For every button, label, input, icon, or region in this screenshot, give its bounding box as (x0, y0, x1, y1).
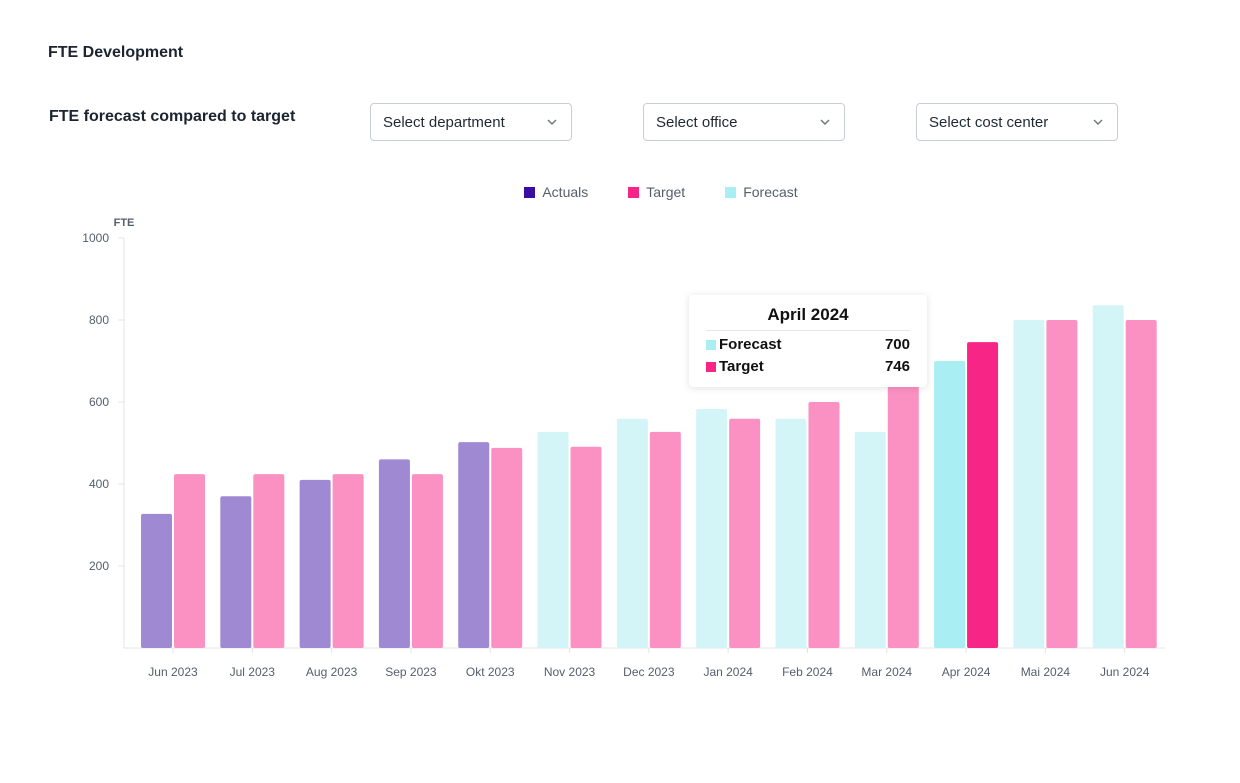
chevron-down-icon (1093, 119, 1103, 125)
legend-swatch-actuals (524, 186, 536, 198)
legend-swatch-target (628, 186, 640, 198)
bar-target (332, 474, 364, 648)
legend-label-target: Target (646, 184, 686, 200)
chart-section-title: FTE forecast compared to target (49, 108, 296, 125)
legend-swatch-forecast (725, 186, 737, 198)
bar-forecast (537, 431, 569, 648)
tooltip-row-target: Target 746 (706, 358, 910, 375)
tooltip-value-target: 746 (884, 358, 910, 375)
y-tick-label: 400 (89, 477, 109, 491)
x-tick-label: Aug 2023 (306, 665, 358, 679)
legend-label-actuals: Actuals (542, 184, 589, 200)
chevron-down-icon (820, 119, 830, 125)
x-tick-label: Okt 2023 (466, 665, 515, 679)
office-select[interactable]: Select office (643, 103, 845, 141)
x-tick-label: Nov 2023 (544, 665, 596, 679)
y-tick-label: 1000 (82, 231, 109, 245)
bar-target (967, 342, 999, 648)
tooltip-title: April 2024 (706, 305, 910, 331)
bar-target (808, 402, 840, 648)
x-tick-label: Mar 2024 (861, 665, 912, 679)
bar-forecast (616, 418, 648, 648)
bar-forecast (1013, 320, 1045, 648)
bar-target (411, 474, 443, 648)
bar-target (570, 446, 602, 648)
x-tick-label: Jul 2023 (230, 665, 276, 679)
tooltip-value-forecast: 700 (884, 336, 910, 353)
bar-actuals (299, 479, 331, 648)
bar-forecast (775, 418, 807, 648)
tooltip-swatch-target (706, 361, 716, 372)
tooltip-label-forecast: Forecast (719, 336, 782, 353)
bar-actuals (458, 442, 490, 648)
x-tick-label: Jan 2024 (703, 665, 753, 679)
chevron-down-icon (547, 119, 557, 125)
bar-actuals (378, 459, 410, 648)
bar-target (887, 385, 919, 648)
bar-target (729, 418, 761, 648)
bar-target (649, 431, 681, 648)
bar-target (1125, 320, 1157, 648)
legend-item-actuals[interactable]: Actuals (524, 184, 588, 200)
department-select-label: Select department (383, 113, 505, 131)
bar-target (1046, 320, 1078, 648)
x-tick-label: Sep 2023 (385, 665, 437, 679)
x-tick-label: Jun 2023 (148, 665, 198, 679)
legend-item-target[interactable]: Target (628, 184, 685, 200)
y-tick-label: 800 (89, 313, 109, 327)
page-title: FTE Development (48, 44, 184, 61)
bar-forecast (934, 361, 966, 648)
x-tick-label: Mai 2024 (1021, 665, 1071, 679)
bar-target (174, 474, 205, 648)
bar-actuals (141, 513, 172, 648)
chart-legend: Actuals Target Forecast (0, 184, 1240, 200)
x-tick-label: Dec 2023 (623, 665, 675, 679)
bar-forecast (854, 431, 886, 648)
y-axis-label: FTE (114, 217, 135, 229)
legend-item-forecast[interactable]: Forecast (725, 184, 798, 200)
bar-target (491, 447, 523, 648)
x-tick-label: Feb 2024 (782, 665, 833, 679)
office-select-label: Select office (656, 113, 738, 131)
cost-center-select[interactable]: Select cost center (916, 103, 1118, 141)
department-select[interactable]: Select department (370, 103, 572, 141)
chart-tooltip: April 2024 Forecast 700 Target 746 (689, 295, 927, 387)
y-tick-label: 600 (89, 395, 109, 409)
bar-forecast (696, 408, 728, 648)
tooltip-row-forecast: Forecast 700 (706, 336, 910, 353)
x-tick-label: Jun 2024 (1100, 665, 1150, 679)
bar-actuals (220, 496, 252, 648)
y-tick-label: 200 (89, 559, 109, 573)
tooltip-label-target: Target (719, 358, 764, 375)
tooltip-swatch-forecast (706, 339, 716, 350)
bar-forecast (1092, 305, 1124, 648)
cost-center-select-label: Select cost center (929, 113, 1049, 131)
legend-label-forecast: Forecast (743, 184, 798, 200)
x-tick-label: Apr 2024 (942, 665, 991, 679)
bar-target (253, 474, 285, 648)
